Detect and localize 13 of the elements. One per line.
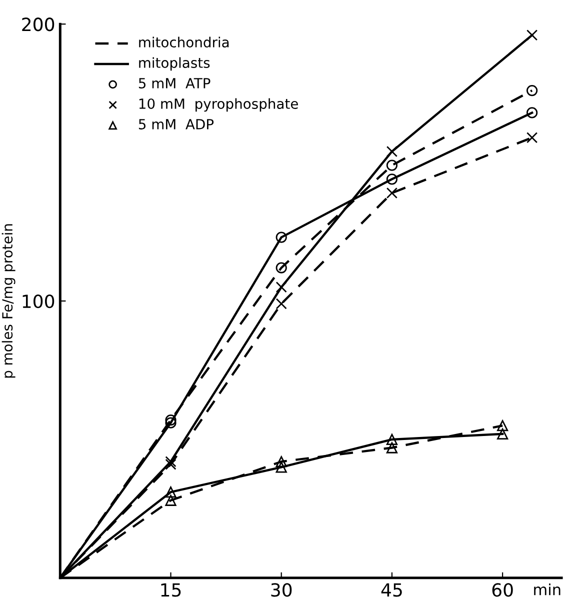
annotation: 5 mM ADP — [138, 119, 214, 130]
annotation: 10 mM pyrophosphate — [139, 98, 298, 112]
annotation: mitoplasts — [139, 57, 210, 71]
y-tick-label: 200 — [22, 18, 54, 32]
x-tick-label: 15 — [161, 583, 181, 597]
y-tick-label: 100 — [22, 294, 54, 308]
x-tick-label: 30 — [271, 583, 292, 597]
annotation: mitochondria — [139, 36, 229, 48]
x-axis-title: min — [534, 583, 560, 596]
annotation: 5 mM ATP — [138, 78, 210, 88]
y-axis-title: p moles Fe/mg protein — [2, 224, 16, 378]
x-tick-label: 45 — [381, 583, 402, 597]
x-tick-label: 60 — [492, 583, 513, 597]
